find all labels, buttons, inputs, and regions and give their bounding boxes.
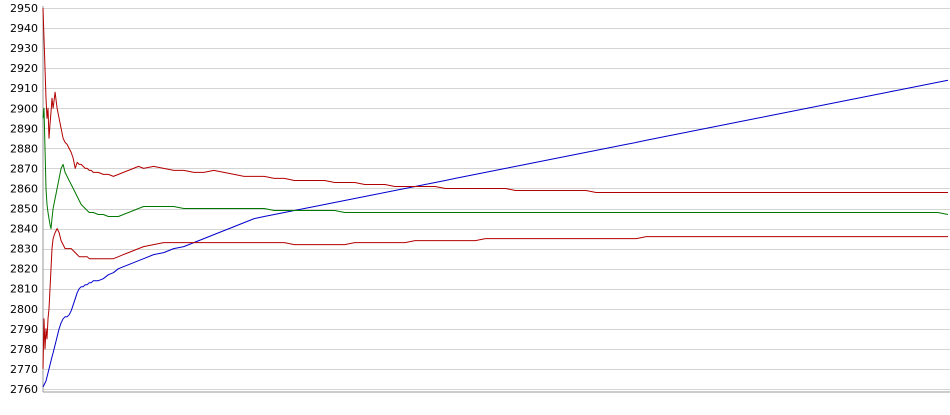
y-tick-label: 2950 [10,2,38,15]
y-tick-label: 2800 [10,303,38,316]
y-tick-label: 2820 [10,263,38,276]
y-tick-label: 2930 [10,42,38,55]
series-line-3 [42,107,949,230]
y-tick-label: 2890 [10,122,38,135]
y-tick-label: 2920 [10,62,38,75]
series-lines [42,7,949,388]
y-tick-label: 2940 [10,22,38,35]
y-tick-label: 2870 [10,162,38,175]
series-line-1 [42,79,949,388]
y-tick-label: 2910 [10,82,38,95]
y-tick-label: 2780 [10,343,38,356]
y-axis-tick-labels: 2760 2770 2780 2790 2800 2810 2820 2830 2840 2850… [10,2,38,396]
y-tick-label: 2770 [10,363,38,376]
y-tick-label: 2760 [10,383,38,396]
y-tick-label: 2900 [10,102,38,115]
gridlines [43,8,950,390]
y-tick-label: 2790 [10,323,38,336]
y-tick-label: 2830 [10,243,38,256]
y-tick-label: 2860 [10,182,38,195]
y-tick-label: 2880 [10,142,38,155]
y-tick-label: 2810 [10,283,38,296]
series-line-2 [42,7,948,193]
y-tick-label: 2840 [10,223,38,236]
y-tick-label: 2850 [10,203,38,216]
series-line-4 [42,228,948,369]
